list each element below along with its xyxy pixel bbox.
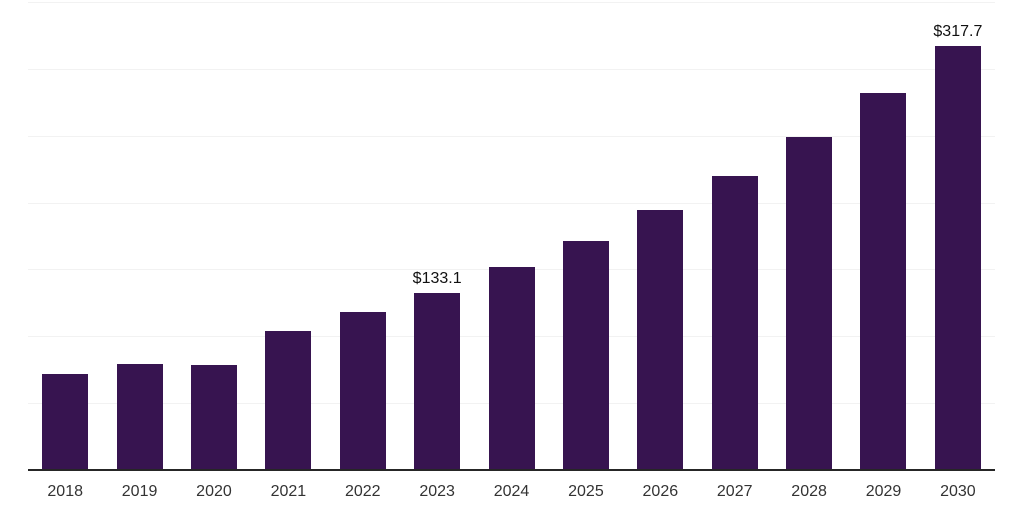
x-axis-label-2023: 2023 [419,483,455,500]
bar-slot [772,0,846,471]
gridline [28,135,995,137]
x-axis-label-2028: 2028 [791,483,827,500]
bar-slot [326,0,400,471]
bar-2030 [934,46,981,471]
bar-2023 [414,293,461,471]
bars-row: $133.1 $317.7 [28,0,995,471]
bar-slot [251,0,325,471]
x-axis-label-2021: 2021 [270,483,307,500]
bar-slot: $317.7 [921,0,995,471]
x-axis-label-2029: 2029 [865,483,902,500]
x-axis-label-2024: 2024 [493,483,530,500]
bar-2024 [488,266,535,471]
bar-2025 [562,241,609,471]
bar-2019 [116,364,163,471]
bar-2026 [637,210,684,471]
bar-slot [698,0,772,471]
bar-slot [177,0,251,471]
x-axis-tick-labels: 2018 2019 2020 2021 2022 2023 2024 2025 2026 2027… [28,482,995,502]
bar-2029 [860,93,907,471]
bar-slot [102,0,176,471]
bar-2022 [339,312,386,471]
bar-slot: $133.1 [400,0,474,471]
gridline [28,2,995,3]
gridline [28,202,995,204]
x-axis-label-2030: 2030 [940,483,976,500]
bar-slot [28,0,102,471]
x-axis-label-2022: 2022 [344,483,381,500]
x-axis-label-2026: 2026 [642,483,679,500]
x-axis-label-2019: 2019 [121,483,158,500]
bar-value-label: $317.7 [933,23,983,41]
x-axis-label-2018: 2018 [47,483,83,500]
bar-slot [846,0,920,471]
x-axis-label-2020: 2020 [196,483,232,500]
bar-slot [623,0,697,471]
x-axis-line [28,469,995,471]
bar-2028 [786,136,833,471]
bar-2021 [265,331,312,471]
bar-2018 [42,374,89,471]
plot-area: $133.1 $317.7 [28,0,995,471]
x-axis-label-2027: 2027 [716,483,753,500]
gridline [28,68,995,70]
bar-2027 [711,176,758,471]
bar-value-label: $133.1 [412,270,462,288]
x-axis-label-2025: 2025 [568,483,604,500]
bar-slot [474,0,548,471]
bar-2020 [190,364,237,471]
bar-slot [549,0,623,471]
